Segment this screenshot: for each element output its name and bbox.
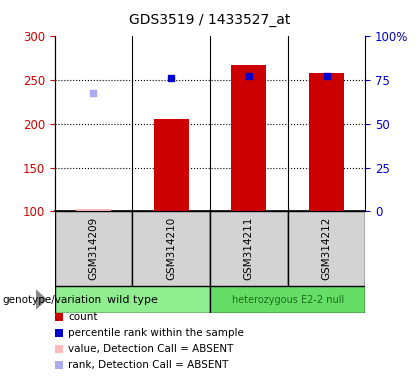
Text: percentile rank within the sample: percentile rank within the sample xyxy=(68,328,244,338)
Text: genotype/variation: genotype/variation xyxy=(2,295,101,305)
Text: count: count xyxy=(68,312,97,322)
Bar xyxy=(154,119,189,211)
Text: GDS3519 / 1433527_at: GDS3519 / 1433527_at xyxy=(129,13,291,27)
Bar xyxy=(55,211,132,286)
Bar xyxy=(55,286,210,313)
Bar xyxy=(76,209,111,211)
Text: heterozygous E2-2 null: heterozygous E2-2 null xyxy=(231,295,344,305)
Text: wild type: wild type xyxy=(107,295,158,305)
Bar xyxy=(309,73,344,211)
Bar xyxy=(288,211,365,286)
Text: value, Detection Call = ABSENT: value, Detection Call = ABSENT xyxy=(68,344,234,354)
Bar xyxy=(210,286,365,313)
Bar xyxy=(210,211,288,286)
Text: GSM314209: GSM314209 xyxy=(89,217,98,280)
Text: GSM314212: GSM314212 xyxy=(322,217,331,280)
Text: GSM314210: GSM314210 xyxy=(166,217,176,280)
Polygon shape xyxy=(36,290,46,309)
Text: rank, Detection Call = ABSENT: rank, Detection Call = ABSENT xyxy=(68,360,228,370)
Bar xyxy=(231,65,266,211)
Bar xyxy=(132,211,210,286)
Text: GSM314211: GSM314211 xyxy=(244,217,254,280)
